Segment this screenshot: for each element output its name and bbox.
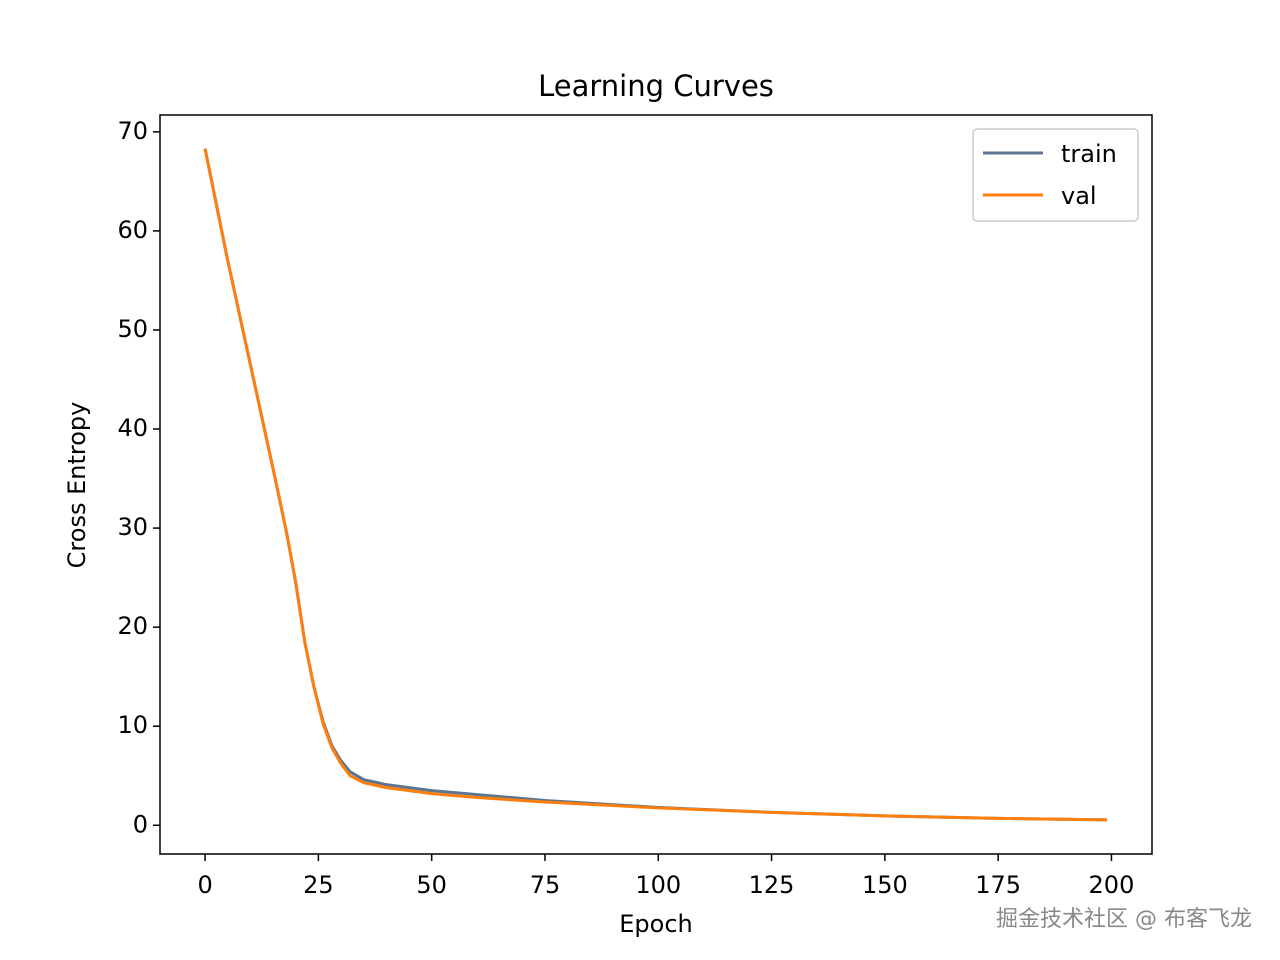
y-tick-label: 70 xyxy=(117,117,148,145)
y-tick-label: 10 xyxy=(117,711,148,739)
x-tick-label: 100 xyxy=(635,871,681,899)
x-tick-label: 150 xyxy=(862,871,908,899)
x-tick-label: 50 xyxy=(416,871,447,899)
legend-label: val xyxy=(1061,182,1097,210)
line-series xyxy=(203,148,1107,822)
y-tick-label: 40 xyxy=(117,414,148,442)
y-tick-label: 20 xyxy=(117,612,148,640)
plot-frame xyxy=(159,114,1153,855)
x-tick-label: 25 xyxy=(303,871,334,899)
y-tick-label: 0 xyxy=(133,810,148,838)
x-tick-label: 175 xyxy=(975,871,1021,899)
y-tick-label: 60 xyxy=(117,216,148,244)
y-tick-label: 50 xyxy=(117,315,148,343)
watermark: 掘金技术社区 @ 布客飞龙 xyxy=(996,907,1252,932)
x-tick-label: 125 xyxy=(749,871,795,899)
y-axis-label: Cross Entropy xyxy=(63,402,91,569)
x-tick-label: 200 xyxy=(1089,871,1135,899)
x-axis-label: Epoch xyxy=(619,910,693,938)
x-tick-label: 75 xyxy=(530,871,561,899)
y-tick-label: 30 xyxy=(117,513,148,541)
chart-title: Learning Curves xyxy=(538,69,774,103)
legend-label: train xyxy=(1061,140,1117,168)
x-tick-label: 0 xyxy=(197,871,212,899)
